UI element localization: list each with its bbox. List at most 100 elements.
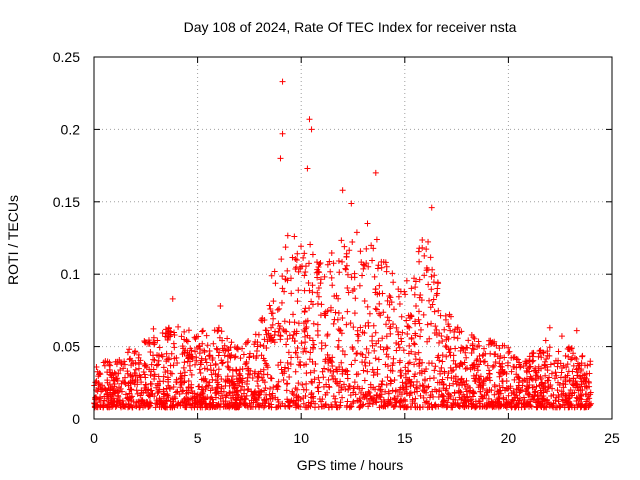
data-point [329,372,336,379]
data-point [511,363,518,370]
data-point [439,352,446,359]
data-point [413,378,420,385]
data-point [213,345,220,352]
data-point [218,375,225,382]
data-point [155,361,162,368]
data-point [504,362,511,369]
data-point [468,349,475,356]
data-point [444,374,451,381]
data-point [583,398,590,405]
data-point [388,299,395,306]
data-point [201,365,208,372]
data-point [147,400,154,407]
data-point [417,333,424,340]
data-point [576,396,583,403]
data-point [289,254,296,261]
data-point [199,327,206,334]
data-point [397,368,404,375]
data-point [565,353,572,360]
data-point [204,382,211,389]
data-point [586,370,593,377]
data-point [431,367,438,374]
data-point [258,352,265,359]
data-point [555,392,562,399]
data-point [361,298,368,305]
data-point [437,370,444,377]
data-point [378,398,385,405]
data-point [428,286,435,293]
data-point [352,391,359,398]
data-point [508,403,515,410]
data-point [420,394,427,401]
x-tick-label: 15 [397,430,413,446]
data-point [324,331,331,338]
data-point [515,384,522,391]
data-point [96,381,103,388]
data-point [578,378,585,385]
data-point [180,364,187,371]
data-point [349,400,356,407]
data-point [573,327,580,334]
data-point [415,316,422,323]
data-point [384,314,391,321]
data-point [537,350,544,357]
data-point [365,403,372,410]
data-point [365,349,372,356]
data-point [374,371,381,378]
data-point [309,282,316,289]
data-point [563,364,570,371]
data-point [315,374,322,381]
data-point [372,169,379,176]
data-point [166,327,173,334]
data-point [387,294,394,301]
data-point [227,352,234,359]
data-point [479,403,486,410]
data-point [395,341,402,348]
data-point [412,320,419,327]
data-point [362,362,369,369]
data-point [279,273,286,280]
data-point [360,367,367,374]
data-point [310,320,317,327]
data-point [185,327,192,334]
data-point [483,399,490,406]
data-point [283,387,290,394]
data-point [309,251,316,258]
data-point [181,378,188,385]
data-point [496,373,503,380]
data-point [262,399,269,406]
data-point [284,232,291,239]
data-point [467,387,474,394]
data-point [389,270,396,277]
data-point [154,389,161,396]
data-point [271,331,278,338]
data-point [260,342,267,349]
data-point [115,370,122,377]
data-point [280,377,287,384]
data-point [382,361,389,368]
data-point [451,329,458,336]
data-point [412,278,419,285]
data-point [471,390,478,397]
data-point [470,346,477,353]
data-point [306,356,313,363]
data-point [394,393,401,400]
data-point [355,370,362,377]
data-point [566,346,573,353]
data-point [348,403,355,410]
data-point [452,373,459,380]
data-point [174,359,181,366]
data-point [269,395,276,402]
data-point [438,364,445,371]
data-point [417,292,424,299]
data-point [129,404,136,411]
data-point [357,389,364,396]
data-point [164,336,171,343]
data-point [210,340,217,347]
data-point [447,327,454,334]
data-point [546,324,553,331]
data-point [365,263,372,270]
data-point [117,359,124,366]
data-point [382,388,389,395]
data-point [342,265,349,272]
